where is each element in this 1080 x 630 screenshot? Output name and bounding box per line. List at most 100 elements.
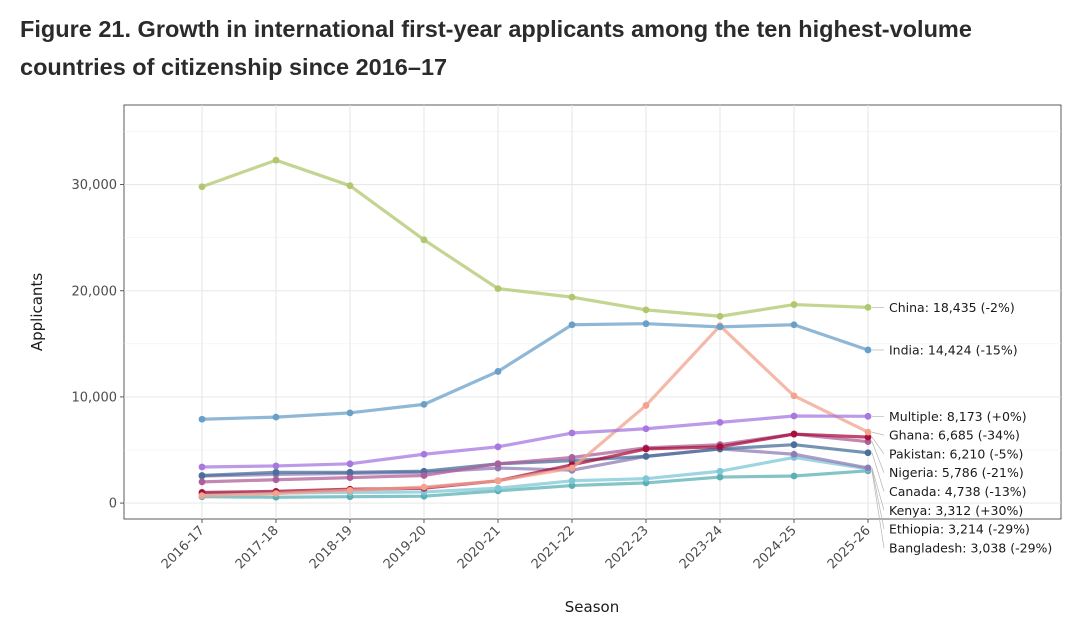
data-point [642,475,650,483]
data-point [346,182,354,190]
x-tick-label: 2021-22 [529,523,578,572]
data-point [568,482,576,489]
series-line [200,158,870,318]
series-line [200,322,870,421]
data-point [198,478,206,486]
x-axis-title: Season [565,598,619,616]
data-point [790,412,798,420]
y-tick-label: 20,000 [72,284,118,299]
series-end-label: Nigeria: 5,786 (-21%) [889,465,1024,480]
x-tick-label: 2017-18 [233,523,282,572]
data-point [864,428,872,436]
series-end-label: Multiple: 8,173 (+0%) [889,409,1027,424]
x-tick-label: 2018-19 [307,523,356,572]
data-point [494,368,502,375]
data-point [420,472,428,479]
data-point [198,415,206,423]
data-point [198,463,206,471]
data-point [568,454,576,461]
data-point [494,484,502,492]
data-point [272,462,280,470]
y-axis-ticks: 0 10,000 20,000 30,000 [72,178,124,512]
series-end-label: Pakistan: 6,210 (-5%) [889,446,1023,461]
x-tick-label: 2016-17 [159,523,208,572]
data-point [864,464,872,472]
data-point [864,303,872,311]
data-point [198,472,206,479]
data-point [642,306,650,314]
data-point [568,464,576,472]
x-tick-label: 2020-21 [455,523,504,572]
chart-title: Figure 21. Growth in international first… [20,16,972,80]
data-point [790,441,798,449]
data-point [642,452,650,460]
data-point [198,183,206,191]
series-line [200,469,870,499]
data-point [642,402,650,409]
data-point [790,392,798,400]
label-leader-line [871,470,885,548]
data-point [716,443,724,451]
series-line [200,414,870,469]
data-point [716,312,724,320]
y-tick-label: 30,000 [72,178,118,193]
series-end-label: Ghana: 6,685 (-34%) [889,428,1020,443]
series-end-label: India: 14,424 (-15%) [889,342,1018,357]
data-point [716,473,724,481]
data-point [716,419,724,426]
y-axis-title: Applicants [28,273,46,351]
data-point [568,429,576,437]
x-axis-ticks: 2016-17 2017-18 2018-19 2019-20 2020-21 2021-… [159,519,874,572]
data-point [198,492,206,500]
data-point [864,412,872,420]
data-point [864,346,872,354]
data-point [272,413,280,421]
data-point [568,293,576,301]
data-point [790,321,798,329]
series-end-label: Canada: 4,738 (-13%) [889,484,1027,499]
y-tick-label: 0 [109,497,117,512]
data-point [790,430,798,438]
data-point [420,400,428,408]
series-end-label: Kenya: 3,312 (+30%) [889,503,1023,518]
series-end-label: Ethiopia: 3,214 (-29%) [889,522,1030,537]
x-tick-label: 2024-25 [751,523,800,572]
data-point [272,490,280,497]
series-end-label: Bangladesh: 3,038 (-29%) [889,540,1052,555]
data-point [420,236,428,244]
data-point [790,450,798,458]
gridlines [124,105,1061,519]
x-tick-label: 2022-23 [603,523,652,572]
label-leader-line [871,431,885,436]
series-lines [198,156,872,501]
series-line [200,324,870,498]
data-point [272,156,280,164]
data-point [568,477,576,485]
data-point [346,474,354,481]
series-multiple [198,412,872,471]
data-point [716,467,724,475]
data-point [420,483,428,491]
label-leader-line [871,468,885,530]
y-tick-label: 10,000 [72,390,118,405]
data-point [494,477,502,485]
data-point [420,450,428,458]
data-point [272,468,280,476]
data-point [642,425,650,433]
data-point [272,476,280,484]
data-point [716,323,724,331]
data-point [494,285,502,293]
series-end-label: China: 18,435 (-2%) [889,300,1015,315]
x-tick-label: 2025-26 [825,523,874,572]
x-tick-label: 2023-24 [677,523,726,572]
data-point [864,449,872,457]
label-leader-line [871,467,885,511]
data-point [642,445,650,453]
label-leader-line [871,436,885,455]
data-point [864,433,872,441]
data-point [346,468,354,476]
data-point [568,321,576,329]
data-point [346,460,354,468]
data-point [790,301,798,308]
